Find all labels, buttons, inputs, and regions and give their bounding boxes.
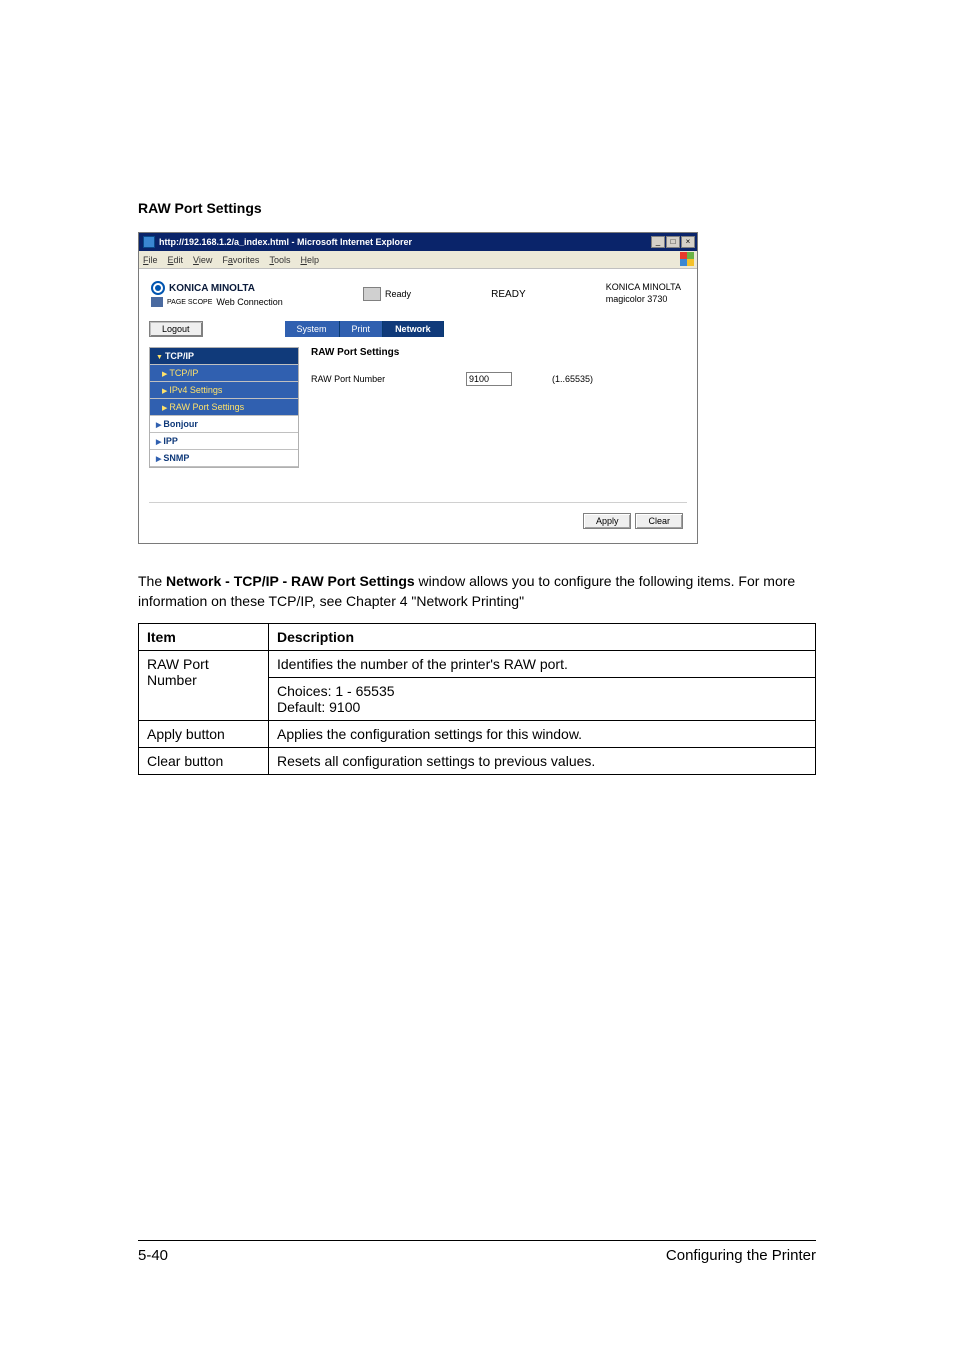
sidebar-item-snmp[interactable]: ▶SNMP [150,450,298,467]
tab-system[interactable]: System [285,321,340,337]
table-cell-rawport-desc1: Identifies the number of the printer's R… [269,651,816,678]
raw-port-input[interactable] [466,372,512,386]
status-ready: READY [491,289,525,300]
sidebar-item-tcpip-sub[interactable]: ▶TCP/IP [150,365,298,382]
sidebar-nav: ▼TCP/IP ▶TCP/IP ▶IPv4 Settings ▶RAW Port… [149,347,299,468]
apply-button[interactable]: Apply [583,513,632,529]
sidebar-item-ipv4[interactable]: ▶IPv4 Settings [150,382,298,399]
brand-name: KONICA MINOLTA [169,283,255,294]
sidebar-item-bonjour[interactable]: ▶Bonjour [150,416,298,433]
brand-logo-icon [151,281,165,295]
status-ready-small: Ready [385,289,411,299]
table-header-description: Description [269,624,816,651]
pagescope-icon [151,297,163,307]
table-cell-clear-item: Clear button [139,748,269,775]
panel-title: RAW Port Settings [311,347,683,358]
menu-help[interactable]: Help [300,255,319,265]
logout-button[interactable]: Logout [149,321,203,337]
printer-icon [363,287,381,301]
table-header-item: Item [139,624,269,651]
menu-edit[interactable]: Edit [168,255,184,265]
page-footer: 5-40 Configuring the Printer [138,1240,816,1264]
sidebar-item-tcpip[interactable]: ▼TCP/IP [150,348,298,365]
device-model: KONICA MINOLTA magicolor 3730 [606,282,681,305]
menubar: File Edit View Favorites Tools Help [139,251,697,269]
table-cell-rawport-desc2: Choices: 1 - 65535 Default: 9100 [269,678,816,721]
page-number: 5-40 [138,1247,168,1264]
ie-icon [143,236,155,248]
section-heading: RAW Port Settings [138,200,816,216]
embedded-screenshot: http://192.168.1.2/a_index.html - Micros… [138,232,698,544]
table-cell-apply-item: Apply button [139,721,269,748]
raw-port-label: RAW Port Number [311,374,426,384]
table-cell-clear-desc: Resets all configuration settings to pre… [269,748,816,775]
maximize-button[interactable]: □ [666,236,680,248]
table-cell-rawport-item: RAW Port Number [139,651,269,721]
body-paragraph: The Network - TCP/IP - RAW Port Settings… [138,572,816,611]
description-table: Item Description RAW Port Number Identif… [138,623,816,775]
clear-button[interactable]: Clear [635,513,683,529]
menu-file[interactable]: File [143,255,158,265]
table-cell-apply-desc: Applies the configuration settings for t… [269,721,816,748]
menu-view[interactable]: View [193,255,212,265]
window-titlebar: http://192.168.1.2/a_index.html - Micros… [139,233,697,251]
window-title: http://192.168.1.2/a_index.html - Micros… [159,237,412,247]
minimize-button[interactable]: _ [651,236,665,248]
sidebar-item-raw-port[interactable]: ▶RAW Port Settings [150,399,298,416]
tab-print[interactable]: Print [340,321,384,337]
sidebar-item-ipp[interactable]: ▶IPP [150,433,298,450]
windows-flag-icon [680,252,694,266]
pagescope-prefix: PAGE SCOPE [167,299,212,306]
menu-tools[interactable]: Tools [269,255,290,265]
footer-label: Configuring the Printer [666,1247,816,1264]
web-connection-label: Web Connection [216,297,282,307]
tab-network[interactable]: Network [383,321,444,337]
menu-favorites[interactable]: Favorites [222,255,259,265]
close-button[interactable]: × [681,236,695,248]
raw-port-range: (1..65535) [552,374,593,384]
